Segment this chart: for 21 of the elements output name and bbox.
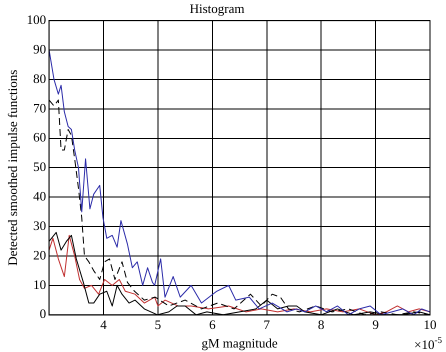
y-axis-title: Detected smoothed impulse functions xyxy=(5,70,20,266)
y-tick-label: 100 xyxy=(26,12,46,28)
y-tick-label: 30 xyxy=(33,218,46,233)
x-axis-title: gM magnitude xyxy=(201,336,278,351)
x-tick-label: 7 xyxy=(264,317,271,332)
x-tick-label: 9 xyxy=(372,317,379,332)
x-tick-label: 5 xyxy=(154,317,162,332)
x-tick-label: 10 xyxy=(424,317,436,332)
y-tick-label: 10 xyxy=(33,276,46,292)
chart-title: Histogram xyxy=(190,1,244,16)
y-tick-label: 20 xyxy=(33,247,46,262)
y-tick-label: 0 xyxy=(40,306,46,322)
y-tick-label: 50 xyxy=(33,159,46,174)
x-tick-label: 4 xyxy=(100,317,108,332)
x-tick-label: 8 xyxy=(318,317,324,332)
y-tick-label: 90 xyxy=(33,41,46,56)
y-tick-label: 80 xyxy=(33,70,46,86)
x-tick-label: 6 xyxy=(209,317,216,332)
y-tick-label: 40 xyxy=(33,188,46,204)
y-tick-label: 60 xyxy=(33,130,46,145)
y-tick-label: 70 xyxy=(33,100,46,116)
